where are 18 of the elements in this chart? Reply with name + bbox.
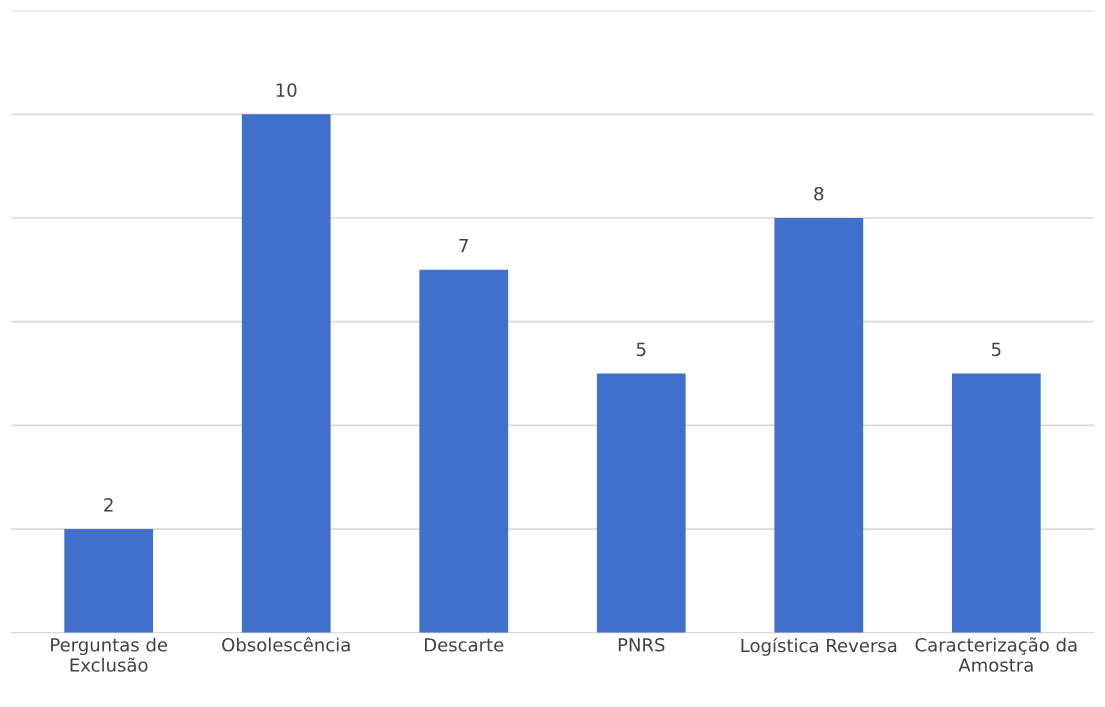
x-tick-label: PNRS [618,637,665,652]
bar [419,269,509,633]
x-tick-label: Perguntas de Exclusão [51,637,168,672]
bar [951,373,1041,633]
data-label: 2 [104,498,113,512]
data-label: 5 [991,342,1001,357]
bar [241,114,331,633]
x-tick-label: Caracterização da Amostra [915,637,1077,672]
x-tick-label: Obsolescência [222,636,350,652]
data-label: 8 [814,186,824,201]
data-label: 10 [276,83,297,97]
data-label: 5 [636,342,646,357]
bar [596,373,686,633]
x-tick-label: Logística Reversa [741,637,897,656]
bar [64,529,154,633]
bar [774,217,864,633]
x-tick-label: Descarte [425,638,504,652]
data-label: 7 [459,239,468,253]
